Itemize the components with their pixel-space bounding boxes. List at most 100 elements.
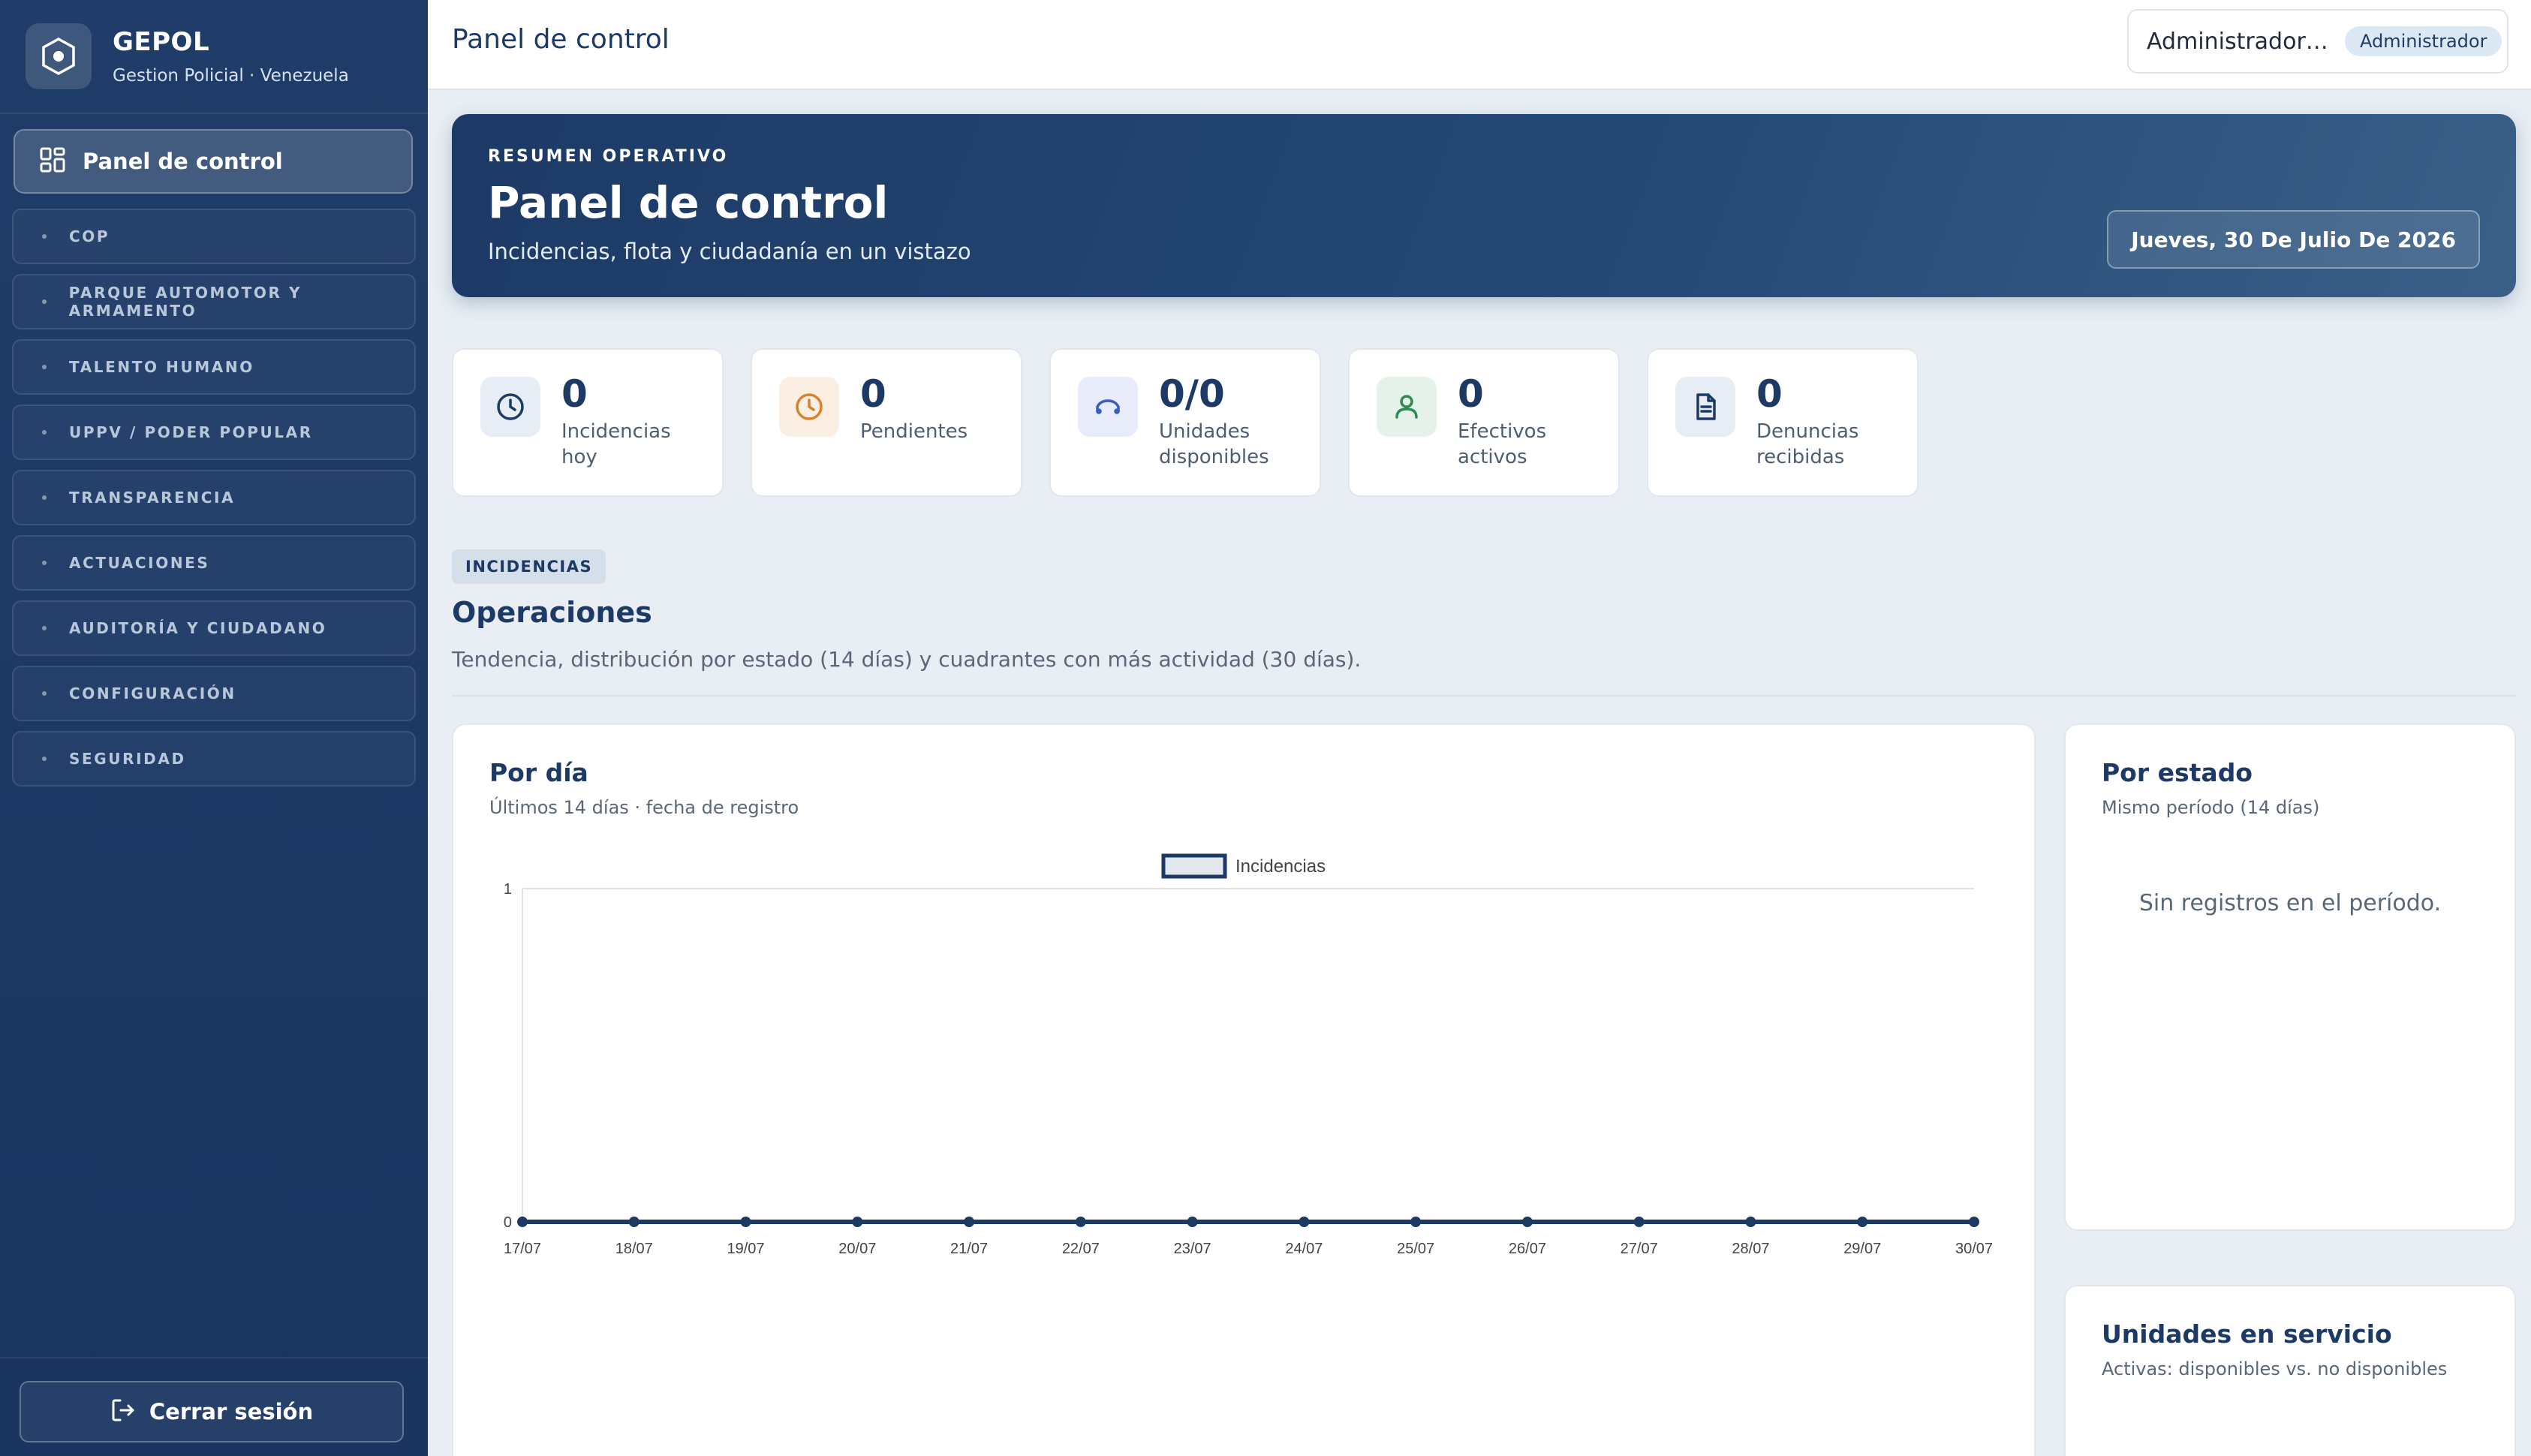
x-tick-label: 17/07 bbox=[504, 1241, 541, 1257]
kpi-card-incidencias-hoy[interactable]: 0 Incidencias hoy bbox=[452, 348, 724, 497]
sidebar-item-label: UPPV / PODER POPULAR bbox=[69, 423, 313, 441]
chart-panel-por-dia: Por día Últimos 14 días · fecha de regis… bbox=[452, 723, 2036, 1456]
sidebar-item-label: TALENTO HUMANO bbox=[69, 358, 254, 376]
sidebar-item-auditoria[interactable]: AUDITORÍA Y CIUDADANO bbox=[12, 600, 416, 656]
bullet-icon bbox=[42, 626, 47, 630]
data-point bbox=[852, 1217, 863, 1227]
bullet-icon bbox=[42, 561, 47, 565]
chart-panel-por-estado: Por estado Mismo período (14 días) Sin r… bbox=[2064, 723, 2516, 1231]
panel-subtitle: Activas: disponibles vs. no disponibles bbox=[2102, 1358, 2448, 1379]
data-point bbox=[1410, 1217, 1422, 1227]
user-name: Administrador G... bbox=[2147, 28, 2328, 55]
x-tick-label: 29/07 bbox=[1843, 1241, 1881, 1257]
kpi-label: Incidencias hoy bbox=[561, 420, 671, 468]
line-chart: 0 1 Incidencias 17/07 18/07 19/07 20/07 21/07 22… bbox=[504, 853, 1993, 1257]
sidebar-item-seguridad[interactable]: SEGURIDAD bbox=[12, 731, 416, 787]
sidebar-item-label: COP bbox=[69, 227, 110, 245]
vehicle-icon bbox=[1078, 377, 1138, 437]
kpi-card-efectivos[interactable]: 0 Efectivos activos bbox=[1348, 348, 1620, 497]
person-icon bbox=[1377, 377, 1437, 437]
sidebar-item-actuaciones[interactable]: ACTUACIONES bbox=[12, 535, 416, 591]
empty-state-message: Sin registros en el período. bbox=[2138, 890, 2442, 916]
panel-subtitle: Últimos 14 días · fecha de registro bbox=[489, 797, 799, 818]
x-tick-label: 20/07 bbox=[838, 1241, 876, 1257]
sidebar-item-label: PARQUE AUTOMOTOR Y ARMAMENTO bbox=[68, 284, 302, 320]
brand: GEPOL Gestion Policial · Venezuela bbox=[0, 0, 428, 114]
sidebar-item-cop[interactable]: COP bbox=[12, 209, 416, 264]
panel-title: Por día bbox=[489, 758, 588, 787]
x-tick-label: 21/07 bbox=[950, 1241, 988, 1257]
dashboard-grid-icon bbox=[39, 146, 66, 176]
section-title: Operaciones bbox=[452, 596, 652, 629]
data-point bbox=[517, 1217, 528, 1227]
clock-icon bbox=[779, 377, 839, 437]
data-point bbox=[1857, 1217, 1868, 1227]
date-badge: Jueves, 30 De Julio De 2026 bbox=[2107, 210, 2480, 269]
sidebar-footer: Cerrar sesión bbox=[0, 1357, 428, 1456]
data-point bbox=[740, 1217, 751, 1227]
sidebar-item-configuracion[interactable]: CONFIGURACIÓN bbox=[12, 666, 416, 721]
bullet-icon bbox=[42, 299, 47, 304]
logout-icon bbox=[110, 1397, 136, 1426]
sidebar-item-label: Panel de control bbox=[83, 149, 283, 174]
page-title: Panel de control bbox=[452, 24, 670, 55]
x-tick-label: 25/07 bbox=[1397, 1241, 1434, 1257]
bullet-icon bbox=[42, 234, 47, 239]
x-tick-label: 26/07 bbox=[1509, 1241, 1546, 1257]
x-tick-label: 19/07 bbox=[727, 1241, 765, 1257]
data-point bbox=[1521, 1217, 1533, 1227]
x-tick-label: 27/07 bbox=[1621, 1241, 1658, 1257]
data-point bbox=[1745, 1217, 1756, 1227]
section-tag: INCIDENCIAS bbox=[452, 549, 606, 584]
sidebar-item-talento-humano[interactable]: TALENTO HUMANO bbox=[12, 339, 416, 395]
bullet-icon bbox=[42, 365, 47, 369]
y-tick-label: 0 bbox=[504, 1214, 512, 1231]
topbar: Panel de control Administrador G... Admi… bbox=[428, 0, 2531, 90]
kpi-card-denuncias[interactable]: 0 Denuncias recibidas bbox=[1647, 348, 1919, 497]
data-point bbox=[1187, 1217, 1198, 1227]
kpi-value: 0 bbox=[561, 372, 588, 416]
divider bbox=[452, 695, 2516, 696]
sidebar-item-transparencia[interactable]: TRANSPARENCIA bbox=[12, 470, 416, 525]
x-tick-label: 24/07 bbox=[1285, 1241, 1323, 1257]
document-icon bbox=[1675, 377, 1735, 437]
kpi-label: Efectivos activos bbox=[1458, 420, 1547, 468]
section-subtitle: Tendencia, distribución por estado (14 d… bbox=[452, 647, 1362, 672]
kpi-value: 0 bbox=[1756, 372, 1783, 416]
legend-label: Incidencias bbox=[1235, 856, 1326, 877]
kpi-label: Unidades disponibles bbox=[1159, 420, 1269, 468]
kpi-value: 0/0 bbox=[1159, 372, 1225, 416]
x-tick-label: 22/07 bbox=[1062, 1241, 1100, 1257]
panel-title: Unidades en servicio bbox=[2102, 1319, 2392, 1349]
bullet-icon bbox=[42, 691, 47, 696]
sidebar-item-label: ACTUACIONES bbox=[69, 554, 210, 572]
panel-title: Por estado bbox=[2102, 758, 2253, 787]
x-tick-label: 30/07 bbox=[1955, 1241, 1993, 1257]
logout-button[interactable]: Cerrar sesión bbox=[20, 1381, 404, 1442]
kpi-value: 0 bbox=[860, 372, 886, 416]
data-point bbox=[1969, 1217, 1979, 1227]
sidebar-item-label: TRANSPARENCIA bbox=[69, 489, 236, 507]
sidebar-item-panel-de-control[interactable]: Panel de control bbox=[14, 129, 413, 194]
brand-subtitle: Gestion Policial · Venezuela bbox=[113, 66, 349, 86]
data-point bbox=[1299, 1217, 1310, 1227]
banner-subtitle: Incidencias, flota y ciudadanía en un vi… bbox=[488, 239, 971, 264]
hexagon-shield-icon bbox=[26, 23, 92, 89]
x-tick-label: 23/07 bbox=[1174, 1241, 1211, 1257]
x-tick-label: 18/07 bbox=[615, 1241, 653, 1257]
kpi-label: Denuncias recibidas bbox=[1756, 420, 1859, 468]
banner-eyebrow: RESUMEN OPERATIVO bbox=[488, 147, 729, 166]
sidebar: GEPOL Gestion Policial · Venezuela Panel… bbox=[0, 0, 428, 1456]
kpi-label: Pendientes bbox=[860, 420, 968, 443]
data-point bbox=[1633, 1217, 1645, 1227]
kpi-card-unidades[interactable]: 0/0 Unidades disponibles bbox=[1049, 348, 1321, 497]
sidebar-item-label: CONFIGURACIÓN bbox=[69, 684, 236, 702]
legend-swatch bbox=[1161, 853, 1227, 879]
banner-title: Panel de control bbox=[488, 177, 889, 228]
chart-panel-unidades: Unidades en servicio Activas: disponible… bbox=[2064, 1285, 2516, 1456]
user-menu[interactable]: Administrador G... Administrador bbox=[2127, 9, 2508, 74]
sidebar-item-uppv[interactable]: UPPV / PODER POPULAR bbox=[12, 405, 416, 460]
sidebar-item-parque-automotor[interactable]: PARQUE AUTOMOTOR Y ARMAMENTO bbox=[12, 274, 416, 329]
kpi-card-pendientes[interactable]: 0 Pendientes bbox=[751, 348, 1022, 497]
bullet-icon bbox=[42, 430, 47, 435]
